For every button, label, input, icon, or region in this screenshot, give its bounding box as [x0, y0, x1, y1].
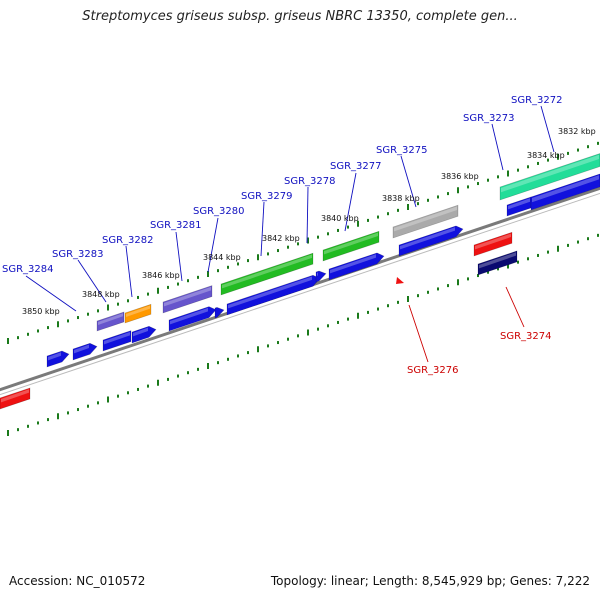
- gene-bar-blue-8: [315, 270, 327, 283]
- kbp-label: 3842 kbp: [262, 234, 300, 243]
- gene-bar-teal: [499, 153, 600, 201]
- leader-line-plus: [77, 259, 107, 303]
- gene-bar-blue-12: [530, 173, 600, 211]
- topology-label: Topology: linear; Length: 8,545,929 bp; …: [270, 574, 590, 588]
- gene-bar-blue-1-highlight: [48, 352, 61, 361]
- scale-ticks: [7, 141, 599, 436]
- leader-line-plus: [491, 123, 504, 171]
- gene-bar-blue-9-highlight: [330, 254, 376, 274]
- gene-label-plus: SGR_3281: [150, 220, 202, 231]
- gene-bar-orange-highlight: [126, 305, 150, 317]
- gene-label-plus: SGR_3273: [463, 113, 515, 124]
- leader-line-plus: [207, 217, 219, 273]
- gene-label-plus: SGR_3282: [102, 235, 154, 246]
- gene-bar-gray-highlight: [394, 206, 457, 232]
- kbp-label: 3850 kbp: [22, 307, 60, 316]
- gene-label-minus: SGR_3276: [407, 365, 459, 376]
- gene-bar-navy-highlight: [479, 252, 516, 269]
- gene-bar-blue-3: [102, 330, 132, 352]
- map-title: Streptomyces griseus subsp. griseus NBRC…: [82, 9, 518, 24]
- gene-bar-navy: [477, 250, 518, 276]
- gene-bar-lavender-1: [96, 311, 125, 332]
- gene-bar-blue-2: [72, 342, 98, 361]
- leader-line-plus: [260, 201, 265, 257]
- leader-line-plus: [175, 231, 183, 282]
- gene-bar-lavender-2: [162, 285, 213, 314]
- gene-bar-green-2: [322, 230, 380, 262]
- leader-line-plus: [344, 172, 357, 232]
- gene-bar-blue-6: [214, 307, 225, 319]
- gene-bar-blue-12-highlight: [532, 175, 599, 203]
- kbp-label: 3840 kbp: [321, 214, 359, 223]
- gene-bar-blue-10-highlight: [400, 227, 455, 250]
- gene-bar-blue-1: [46, 350, 70, 368]
- kbp-label: 3848 kbp: [82, 290, 120, 299]
- gene-bar-blue-7-highlight: [228, 276, 312, 309]
- gene-label-plus: SGR_3279: [241, 191, 293, 202]
- leader-line-minus: [505, 286, 525, 328]
- gene-bar-blue-9: [328, 252, 385, 281]
- leader-line-plus: [125, 245, 133, 298]
- gene-bar-red-left: [0, 387, 31, 410]
- leader-line-minus: [408, 304, 429, 363]
- gene-bar-lavender-2-highlight: [164, 286, 211, 307]
- backbone-shadow: [0, 192, 600, 396]
- leader-line-plus: [306, 186, 309, 244]
- kbp-labels: 3832 kbp 3834 kbp 3836 kbp 3838 kbp 3840 kbp…: [22, 127, 596, 316]
- kbp-label: 3838 kbp: [382, 194, 420, 203]
- gene-bar-red-1-highlight: [475, 233, 511, 250]
- gene-labels: SGR_3272 SGR_3273 SGR_3275 SGR_3277 SGR_3278…: [2, 95, 563, 376]
- kbp-label: 3834 kbp: [527, 151, 565, 160]
- leader-line-plus: [25, 275, 77, 312]
- gene-bar-red-1: [473, 231, 513, 257]
- gene-bar-gray: [392, 204, 459, 239]
- kbp-label: 3846 kbp: [142, 271, 180, 280]
- gene-bar-teal-highlight: [501, 154, 599, 193]
- gene-label-plus: SGR_3278: [284, 176, 336, 187]
- gene-bar-blue-4-highlight: [133, 327, 148, 337]
- gene-label-plus: SGR_3272: [511, 95, 563, 106]
- leader-line-plus: [400, 155, 417, 208]
- gene-label-plus: SGR_3275: [376, 145, 428, 156]
- kbp-label: 3832 kbp: [558, 127, 596, 136]
- gene-bar-blue-2-highlight: [74, 344, 89, 354]
- gene-bar-blue-5: [168, 306, 217, 332]
- gene-label-plus: SGR_3280: [193, 206, 245, 217]
- kbp-label: 3836 kbp: [441, 172, 479, 181]
- gene-bar-red-left-highlight: [1, 389, 29, 403]
- leader-line-plus: [540, 105, 555, 153]
- gene-bar-blue-8-highlight: [317, 272, 318, 276]
- label-leaders: [25, 105, 555, 363]
- gene-label-plus: SGR_3283: [52, 249, 104, 260]
- gene-bar-blue-11-highlight: [508, 198, 530, 210]
- gene-bar-green-1-highlight: [222, 254, 312, 289]
- accession-label: Accession: NC_010572: [9, 574, 146, 588]
- gene-bar-blue-7: [226, 274, 321, 316]
- gene-bar-blue-3-highlight: [104, 331, 130, 345]
- gene-bar-blue-4: [131, 325, 157, 344]
- gene-label-plus: SGR_3277: [330, 161, 382, 172]
- gene-bar-green-1: [220, 252, 314, 296]
- gene-bar-blue-10: [398, 225, 464, 257]
- kbp-label: 3844 kbp: [203, 253, 241, 262]
- gene-bar-blue-5-highlight: [170, 307, 208, 325]
- gene-bar-lavender-1-highlight: [98, 313, 123, 325]
- gene-bar-green-2-highlight: [324, 232, 378, 255]
- gene-bar-red-small: [396, 277, 404, 284]
- gene-label-plus: SGR_3284: [2, 264, 54, 275]
- gene-features: [0, 153, 600, 410]
- gene-bar-orange: [124, 303, 152, 324]
- gene-label-minus: SGR_3274: [500, 331, 552, 342]
